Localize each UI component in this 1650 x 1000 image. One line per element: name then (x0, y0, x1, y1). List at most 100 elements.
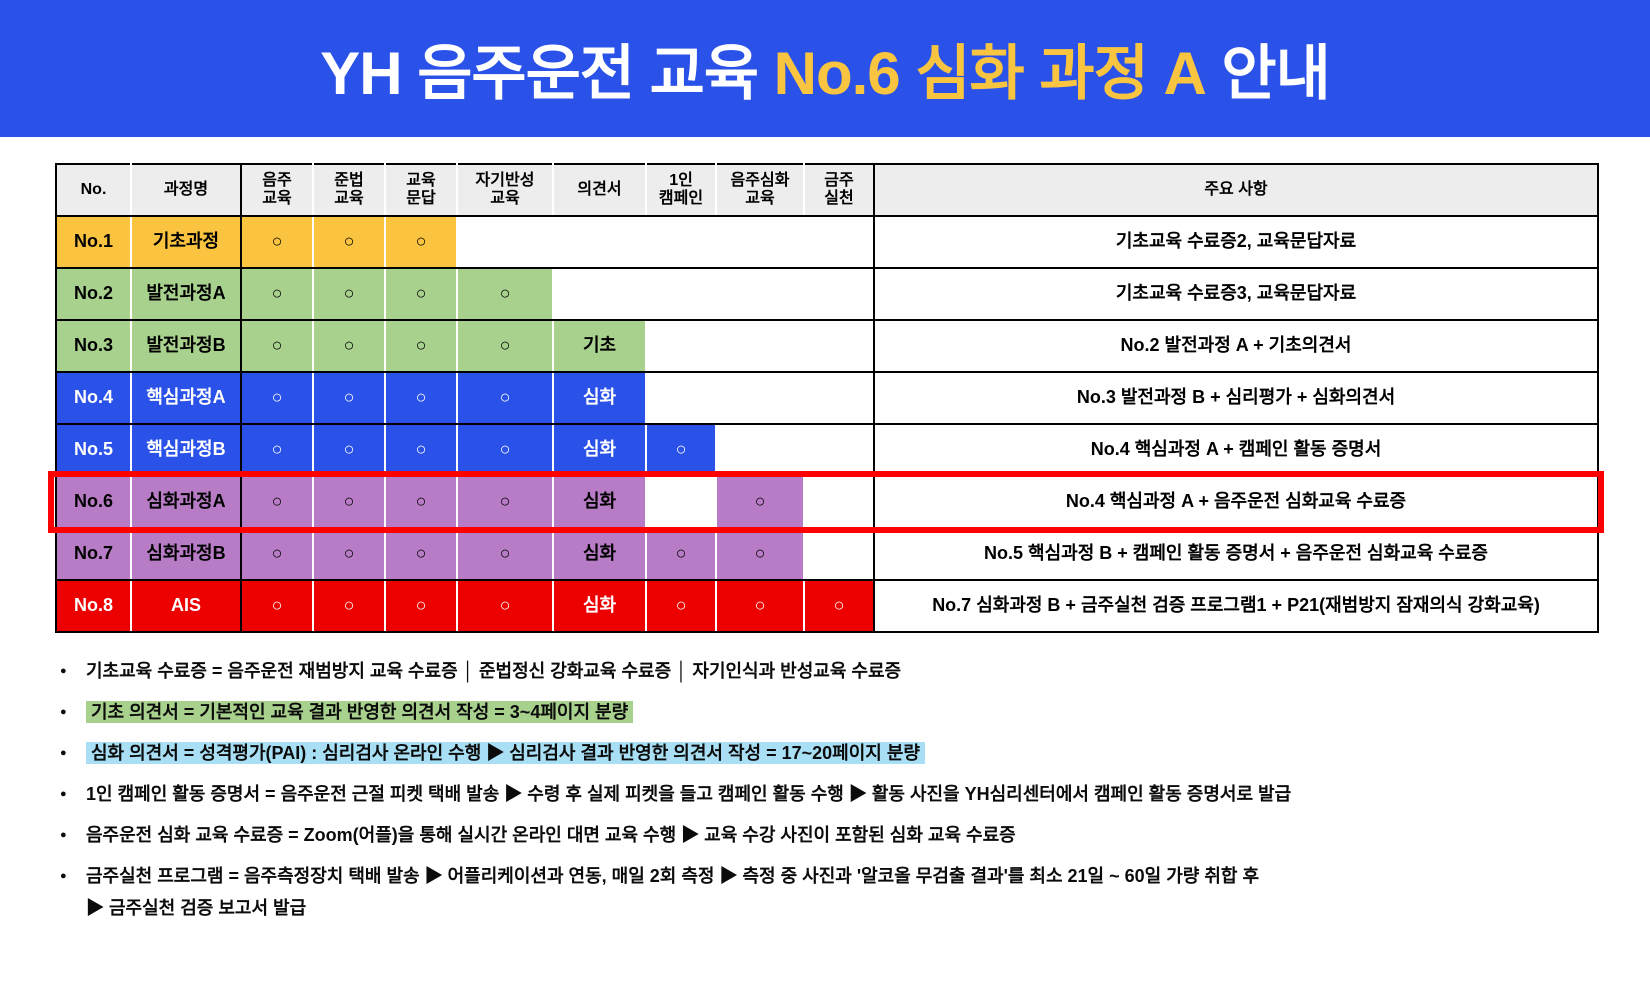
mark-cell: ○ (313, 320, 386, 373)
key-notes-cell: No.5 핵심과정 B + 캠페인 활동 증명서 + 음주운전 심화교육 수료증 (874, 528, 1598, 581)
key-notes-cell: No.4 핵심과정 A + 음주운전 심화교육 수료증 (874, 476, 1598, 529)
bullet-item: ● 기초 의견서 = 기본적인 교육 결과 반영한 의견서 작성 = 3~4페이지… (60, 696, 1630, 728)
column-header-drinking-edu: 음주 교육 (241, 164, 314, 217)
mark-cell (716, 372, 805, 425)
bullet-text: 기초 의견서 = 기본적인 교육 결과 반영한 의견서 작성 = 3~4페이지 … (86, 696, 634, 728)
mark-cell: ○ (313, 528, 386, 581)
course-name-cell: 심화과정A (131, 476, 242, 529)
mark-cell (716, 216, 805, 269)
course-table-wrap: No. 과정명 음주 교육 준법 교육 교육 문답 자기반성 교육 의견서 1인… (48, 163, 1604, 633)
bullet-dot-icon: ● (60, 706, 67, 718)
mark-cell: ○ (385, 216, 458, 269)
course-table: No. 과정명 음주 교육 준법 교육 교육 문답 자기반성 교육 의견서 1인… (55, 163, 1599, 633)
mark-cell: ○ (385, 580, 458, 633)
mark-cell (804, 320, 875, 373)
mark-cell (804, 268, 875, 321)
notes-list: ● 기초교육 수료증 = 음주운전 재범방지 교육 수료증 │ 준법정신 강화교육… (60, 655, 1630, 933)
bullet-text: 금주실천 프로그램 = 음주측정장치 택배 발송 ▶ 어플리케이션과 연동, 매… (86, 860, 1259, 924)
mark-cell (716, 424, 805, 477)
table-row: No.3 발전과정B ○ ○ ○ ○ 기초 No.2 발전과정 A + 기초의견서 (56, 320, 1598, 373)
column-header-advanced-edu: 음주심화 교육 (716, 164, 805, 217)
mark-cell: ○ (241, 216, 314, 269)
mark-cell (716, 320, 805, 373)
title-prefix: YH 음주운전 교육 (320, 40, 759, 107)
column-header-opinion: 의견서 (553, 164, 647, 217)
mark-cell: ○ (457, 476, 554, 529)
mark-cell: ○ (457, 268, 554, 321)
mark-cell (804, 528, 875, 581)
bullet-dot-icon: ● (60, 829, 67, 841)
mark-cell (804, 372, 875, 425)
mark-cell: ○ (385, 268, 458, 321)
row-number-cell: No.5 (56, 424, 132, 477)
bullet-text: 심화 의견서 = 성격평가(PAI) : 심리검사 온라인 수행 ▶ 심리검사 … (86, 737, 925, 769)
mark-cell (457, 216, 554, 269)
mark-cell: ○ (804, 580, 875, 633)
title-highlight: No.6 심화 과정 A (773, 40, 1207, 107)
key-notes-cell: 기초교육 수료증2, 교육문답자료 (874, 216, 1598, 269)
mark-cell: ○ (313, 424, 386, 477)
course-name-cell: 핵심과정B (131, 424, 242, 477)
course-name-cell: 핵심과정A (131, 372, 242, 425)
mark-cell: ○ (313, 580, 386, 633)
mark-cell (553, 216, 647, 269)
bullet-text-line2: ▶ 금주실천 검증 보고서 발급 (86, 898, 307, 918)
mark-cell: ○ (313, 216, 386, 269)
mark-cell (646, 372, 717, 425)
mark-cell: ○ (457, 424, 554, 477)
mark-cell: ○ (457, 580, 554, 633)
bullet-text: 기초교육 수료증 = 음주운전 재범방지 교육 수료증 │ 준법정신 강화교육 … (86, 661, 902, 681)
mark-cell: ○ (241, 424, 314, 477)
mark-cell (553, 268, 647, 321)
mark-cell: ○ (716, 580, 805, 633)
mark-cell: 기초 (553, 320, 647, 373)
bullet-dot-icon: ● (60, 665, 67, 677)
table-row: No.5 핵심과정B ○ ○ ○ ○ 심화 ○ No.4 핵심과정 A + 캠페인 활동 증명서 (56, 424, 1598, 477)
bullet-item: ● 음주운전 심화 교육 수료증 = Zoom(어플)을 통해 실시간 온라인 대… (60, 819, 1630, 851)
mark-cell: ○ (457, 320, 554, 373)
column-header-course-name: 과정명 (131, 164, 242, 217)
row-number-cell: No.3 (56, 320, 132, 373)
mark-cell: ○ (646, 528, 717, 581)
mark-cell (804, 216, 875, 269)
mark-cell: ○ (241, 320, 314, 373)
course-name-cell: 발전과정B (131, 320, 242, 373)
bullet-dot-icon: ● (60, 747, 67, 759)
key-notes-cell: No.3 발전과정 B + 심리평가 + 심화의견서 (874, 372, 1598, 425)
mark-cell: ○ (313, 268, 386, 321)
bullet-item: ● 금주실천 프로그램 = 음주측정장치 택배 발송 ▶ 어플리케이션과 연동, … (60, 860, 1630, 924)
mark-cell: ○ (385, 424, 458, 477)
table-row: No.8 AIS ○ ○ ○ ○ 심화 ○ ○ ○ No.7 심화과정 B + 금주실천 검증 프로… (56, 580, 1598, 633)
mark-cell: ○ (385, 528, 458, 581)
row-number-cell: No.4 (56, 372, 132, 425)
column-header-sobriety: 금주 실천 (804, 164, 875, 217)
table-row: No.1 기초과정 ○ ○ ○ 기초교육 수료증2, 교육문답자료 (56, 216, 1598, 269)
bullet-dot-icon: ● (60, 788, 67, 800)
course-name-cell: 기초과정 (131, 216, 242, 269)
column-header-edu-qa: 교육 문답 (385, 164, 458, 217)
mark-cell: ○ (313, 372, 386, 425)
header-row: No. 과정명 음주 교육 준법 교육 교육 문답 자기반성 교육 의견서 1인… (56, 164, 1598, 217)
column-header-no: No. (56, 164, 132, 217)
mark-cell (716, 268, 805, 321)
course-name-cell: AIS (131, 580, 242, 633)
row-number-cell: No.7 (56, 528, 132, 581)
mark-cell: ○ (241, 528, 314, 581)
mark-cell: ○ (241, 268, 314, 321)
course-name-cell: 심화과정B (131, 528, 242, 581)
mark-cell: ○ (241, 372, 314, 425)
mark-cell: ○ (313, 476, 386, 529)
key-notes-cell: No.7 심화과정 B + 금주실천 검증 프로그램1 + P21(재범방지 잠… (874, 580, 1598, 633)
title-suffix: 안내 (1221, 40, 1330, 107)
mark-cell (646, 268, 717, 321)
mark-cell: ○ (241, 580, 314, 633)
mark-cell (804, 424, 875, 477)
mark-cell: ○ (385, 372, 458, 425)
mark-cell: 심화 (553, 476, 647, 529)
mark-cell: ○ (457, 372, 554, 425)
mark-cell (646, 216, 717, 269)
bullet-item: ● 기초교육 수료증 = 음주운전 재범방지 교육 수료증 │ 준법정신 강화교육… (60, 655, 1630, 687)
bullet-text: 음주운전 심화 교육 수료증 = Zoom(어플)을 통해 실시간 온라인 대면… (86, 825, 1016, 845)
banner: YH 음주운전 교육 No.6 심화 과정 A 안내 (0, 0, 1650, 137)
mark-cell: ○ (646, 424, 717, 477)
